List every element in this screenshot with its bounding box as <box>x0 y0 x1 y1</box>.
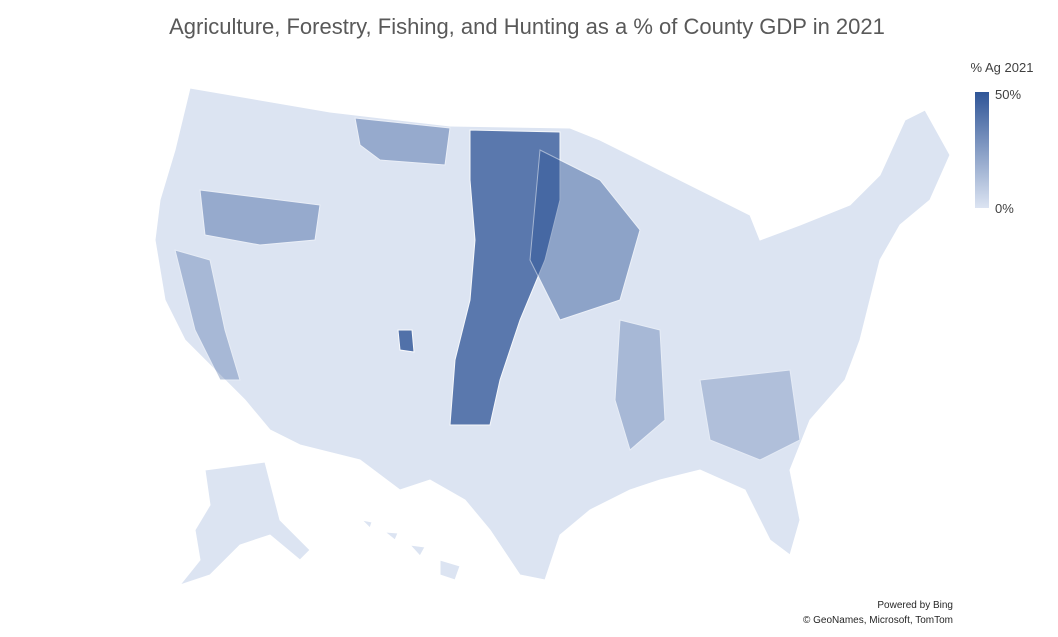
high-share-region <box>174 117 801 461</box>
legend-gradient <box>975 92 989 208</box>
alaska <box>178 461 311 587</box>
legend-max-label: 50% <box>995 87 1021 102</box>
california-valley <box>174 249 241 381</box>
southeast <box>699 369 801 461</box>
hawaii <box>360 519 461 581</box>
legend: % Ag 2021 50% 0% <box>971 60 1034 216</box>
colorado-patch <box>397 329 415 353</box>
legend-title: % Ag 2021 <box>971 60 1034 75</box>
attribution-line: © GeoNames, Microsoft, TomTom <box>803 615 953 626</box>
legend-min-label: 0% <box>995 201 1014 216</box>
mainland-us <box>154 87 951 581</box>
montana-north <box>354 117 451 166</box>
map <box>154 87 951 587</box>
mississippi-delta <box>614 319 666 451</box>
idaho-oregon <box>199 189 321 246</box>
map-title: Agriculture, Forestry, Fishing, and Hunt… <box>169 14 885 39</box>
corn-belt <box>529 149 641 321</box>
attribution-line: Powered by Bing <box>877 600 953 611</box>
great-plains-band <box>449 129 561 426</box>
